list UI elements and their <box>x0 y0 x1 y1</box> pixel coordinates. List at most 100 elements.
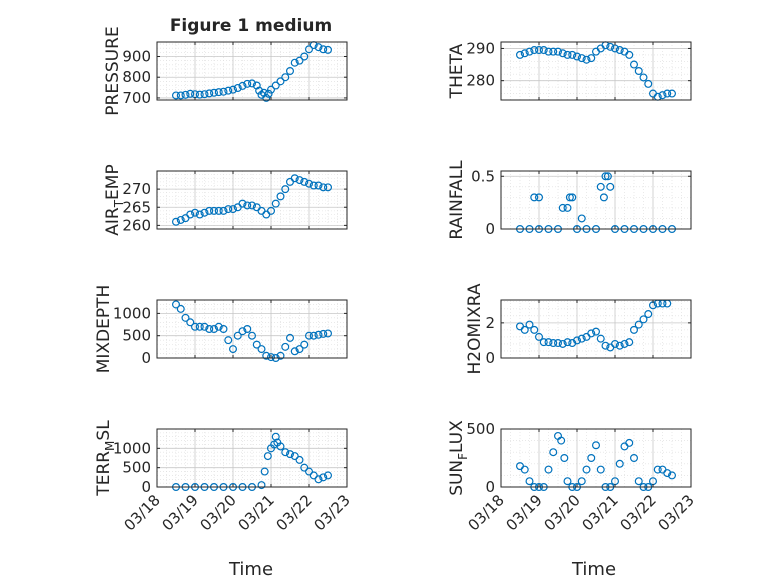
data-point <box>653 465 662 474</box>
x-tick-label: 03/21 <box>579 491 622 534</box>
data-point <box>629 454 638 463</box>
data-point <box>271 199 280 208</box>
data-point <box>191 322 200 331</box>
data-point <box>300 52 309 61</box>
data-point <box>319 45 328 54</box>
y-tick-label: 265 <box>122 198 151 216</box>
data-point <box>658 91 667 100</box>
y-tick-label: 1000 <box>113 304 151 322</box>
data-point <box>558 203 567 212</box>
data-point <box>200 90 209 99</box>
data-point <box>520 325 529 334</box>
data-point <box>271 81 280 90</box>
data-point <box>243 201 252 210</box>
data-point <box>295 455 304 464</box>
data-point <box>558 49 567 58</box>
data-point <box>200 322 209 331</box>
data-point <box>248 331 257 340</box>
data-point <box>219 206 228 215</box>
x-tick-label: 03/18 <box>121 491 164 534</box>
data-point <box>314 43 323 52</box>
data-point <box>257 481 266 490</box>
subplot-sun-flux: 0 500SUNFLUX03/1803/1903/2003/2103/2203/2… <box>447 420 698 535</box>
data-point <box>568 50 577 59</box>
data-point <box>205 89 214 98</box>
y-axis-label: RAINFALL <box>447 160 467 240</box>
data-point <box>305 331 314 340</box>
y-tick-label: 2 <box>485 314 495 332</box>
data-point <box>224 205 233 214</box>
data-point <box>563 338 572 347</box>
y-tick-label: 0 <box>141 478 151 496</box>
data-point <box>549 339 558 348</box>
y-tick-label: 0 <box>485 478 495 496</box>
data-point <box>176 91 185 100</box>
data-point <box>553 47 562 56</box>
data-point <box>290 347 299 356</box>
data-point <box>224 86 233 95</box>
data-point <box>257 345 266 354</box>
x-tick-label: 03/18 <box>465 491 508 534</box>
data-point <box>515 50 524 59</box>
y-tick-label: 270 <box>122 180 151 198</box>
data-point <box>319 183 328 192</box>
figure-title: Figure 1 medium <box>170 16 332 36</box>
axes-box <box>500 170 692 230</box>
data-point <box>615 341 624 350</box>
x-tick-label: 03/20 <box>541 491 584 534</box>
data-point <box>563 203 572 212</box>
data-point <box>663 89 672 98</box>
data-point <box>276 351 285 360</box>
data-point <box>634 477 643 486</box>
data-point <box>606 182 615 191</box>
data-point <box>309 331 318 340</box>
data-point <box>281 185 290 194</box>
y-tick-label: 260 <box>122 216 151 234</box>
axes-box <box>500 299 692 359</box>
data-point <box>549 47 558 56</box>
plot-area <box>157 300 347 358</box>
data-point <box>601 172 610 181</box>
data-point <box>577 477 586 486</box>
data-point <box>667 471 676 480</box>
data-point <box>276 77 285 86</box>
data-point <box>309 471 318 480</box>
data-point <box>596 465 605 474</box>
data-point <box>210 206 219 215</box>
data-point <box>191 208 200 217</box>
data-point <box>214 88 223 97</box>
data-point <box>582 55 591 64</box>
data-point <box>210 325 219 334</box>
data-point <box>544 47 553 56</box>
data-point <box>587 454 596 463</box>
data-point <box>525 320 534 329</box>
axes-box <box>500 41 692 101</box>
y-axis-label: PRESSURE <box>103 26 123 115</box>
data-point <box>530 46 539 55</box>
data-point <box>534 46 543 55</box>
y-axis-label: MIXDEPTH <box>94 285 114 374</box>
data-point <box>599 193 608 202</box>
data-point <box>243 325 252 334</box>
y-tick-label: 0 <box>141 349 151 367</box>
data-point <box>319 473 328 482</box>
data-point <box>295 176 304 185</box>
data-point <box>565 193 574 202</box>
data-point <box>577 214 586 223</box>
data-point <box>563 50 572 59</box>
data-point <box>544 465 553 474</box>
data-point <box>560 454 569 463</box>
data-point <box>530 325 539 334</box>
data-point <box>553 339 562 348</box>
data-point <box>176 215 185 224</box>
data-point <box>525 47 534 56</box>
y-tick-label: 800 <box>122 68 151 86</box>
data-point <box>625 438 634 447</box>
data-point <box>629 325 638 334</box>
data-point <box>601 341 610 350</box>
data-point <box>300 340 309 349</box>
data-point <box>255 86 264 95</box>
